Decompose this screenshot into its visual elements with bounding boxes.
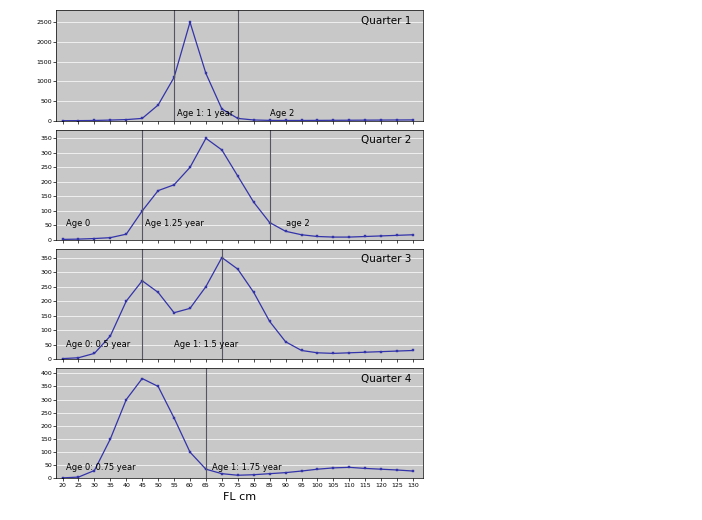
Text: Age 1.25 year: Age 1.25 year xyxy=(145,219,204,228)
X-axis label: FL cm: FL cm xyxy=(223,492,256,502)
Text: Quarter 1: Quarter 1 xyxy=(362,16,411,26)
Text: Age 2: Age 2 xyxy=(270,109,294,119)
Text: Age 0: 0.75 year: Age 0: 0.75 year xyxy=(66,463,135,472)
Text: age 2: age 2 xyxy=(286,219,309,228)
Text: Quarter 2: Quarter 2 xyxy=(362,135,411,145)
Text: Quarter 4: Quarter 4 xyxy=(362,373,411,384)
Text: Age 1: 1.5 year: Age 1: 1.5 year xyxy=(174,340,238,349)
Text: Quarter 3: Quarter 3 xyxy=(362,254,411,264)
Text: Age 1: 1.75 year: Age 1: 1.75 year xyxy=(212,463,282,472)
Text: Age 1: 1 year: Age 1: 1 year xyxy=(177,109,234,119)
Text: Age 0: 0.5 year: Age 0: 0.5 year xyxy=(66,340,130,349)
Text: Age 0: Age 0 xyxy=(66,219,90,228)
